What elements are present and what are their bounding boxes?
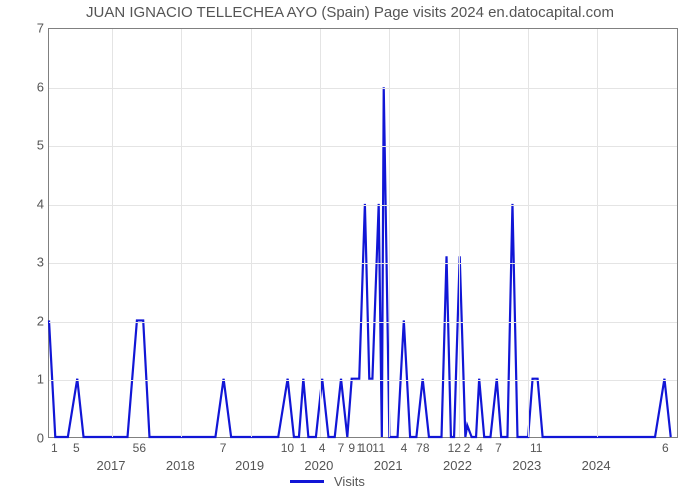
value-label: 7 — [220, 441, 227, 455]
plot-area — [48, 28, 678, 438]
value-label: 4 — [319, 441, 326, 455]
line-series — [49, 29, 677, 437]
ytick-label: 2 — [28, 313, 44, 328]
xtick-year: 2021 — [374, 458, 403, 473]
value-label: 2 — [464, 441, 471, 455]
gridline-v — [528, 29, 529, 437]
value-label: 11 — [530, 441, 542, 455]
ytick-label: 7 — [28, 21, 44, 36]
xtick-year: 2018 — [166, 458, 195, 473]
xtick-year: 2017 — [97, 458, 126, 473]
ytick-label: 0 — [28, 431, 44, 446]
gridline-v — [320, 29, 321, 437]
value-label: 7 — [338, 441, 345, 455]
value-label: 10 — [281, 441, 294, 455]
legend-label: Visits — [334, 474, 365, 489]
chart-title: JUAN IGNACIO TELLECHEA AYO (Spain) Page … — [0, 4, 700, 21]
gridline-v — [389, 29, 390, 437]
xtick-year: 2022 — [443, 458, 472, 473]
visits-line — [49, 87, 671, 437]
value-label: 4 — [401, 441, 408, 455]
gridline-h — [49, 205, 677, 206]
value-label: 7 — [495, 441, 502, 455]
gridline-v — [112, 29, 113, 437]
chart-container: JUAN IGNACIO TELLECHEA AYO (Spain) Page … — [0, 0, 700, 500]
value-label: 5 — [73, 441, 80, 455]
gridline-v — [181, 29, 182, 437]
value-label: 1 — [51, 441, 58, 455]
xtick-year: 2020 — [304, 458, 333, 473]
gridline-v — [251, 29, 252, 437]
ytick-label: 1 — [28, 372, 44, 387]
xtick-year: 2019 — [235, 458, 264, 473]
value-label: 78 — [416, 441, 429, 455]
xtick-year: 2023 — [512, 458, 541, 473]
value-label: 4 — [476, 441, 483, 455]
ytick-label: 3 — [28, 255, 44, 270]
gridline-v — [597, 29, 598, 437]
value-label: 9 — [348, 441, 355, 455]
value-label: 12 — [448, 441, 461, 455]
xtick-year: 2024 — [582, 458, 611, 473]
value-label: 6 — [662, 441, 669, 455]
gridline-h — [49, 146, 677, 147]
gridline-h — [49, 322, 677, 323]
value-label: 1 — [300, 441, 307, 455]
gridline-h — [49, 380, 677, 381]
gridline-h — [49, 88, 677, 89]
legend-swatch — [290, 480, 324, 483]
ytick-label: 4 — [28, 196, 44, 211]
legend: Visits — [290, 474, 365, 489]
gridline-h — [49, 263, 677, 264]
gridline-v — [459, 29, 460, 437]
value-label: 10 — [359, 441, 372, 455]
value-label: 1 — [379, 441, 386, 455]
ytick-label: 6 — [28, 79, 44, 94]
value-label: 56 — [133, 441, 146, 455]
ytick-label: 5 — [28, 138, 44, 153]
